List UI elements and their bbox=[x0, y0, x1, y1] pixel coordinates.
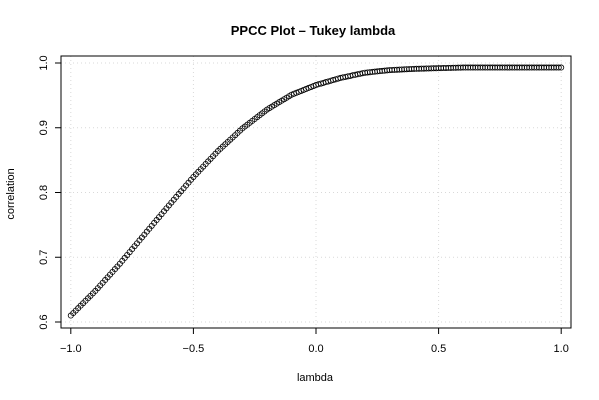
x-tick-label: −1.0 bbox=[60, 343, 82, 355]
y-tick-label: 0.8 bbox=[38, 185, 50, 200]
y-tick-label: 1.0 bbox=[38, 55, 50, 70]
chart-title: PPCC Plot – Tukey lambda bbox=[231, 23, 396, 38]
y-tick-label: 0.9 bbox=[38, 120, 50, 135]
x-tick-label: 0.5 bbox=[431, 343, 446, 355]
y-tick-label: 0.6 bbox=[38, 314, 50, 329]
grid-lines bbox=[61, 56, 571, 328]
x-axis-label: lambda bbox=[297, 372, 334, 384]
x-tick-label: 0.0 bbox=[308, 343, 323, 355]
data-point bbox=[555, 64, 562, 71]
data-point bbox=[558, 64, 565, 71]
x-tick-label: −0.5 bbox=[183, 343, 205, 355]
y-axis-label: correlation bbox=[5, 168, 17, 219]
y-axis: 0.6 0.7 0.8 0.9 1.0 bbox=[38, 55, 62, 330]
x-tick-label: 1.0 bbox=[554, 343, 569, 355]
y-tick-label: 0.7 bbox=[38, 250, 50, 265]
data-points bbox=[67, 64, 565, 319]
x-axis: −1.0 −0.5 0.0 0.5 1.0 bbox=[60, 327, 569, 355]
